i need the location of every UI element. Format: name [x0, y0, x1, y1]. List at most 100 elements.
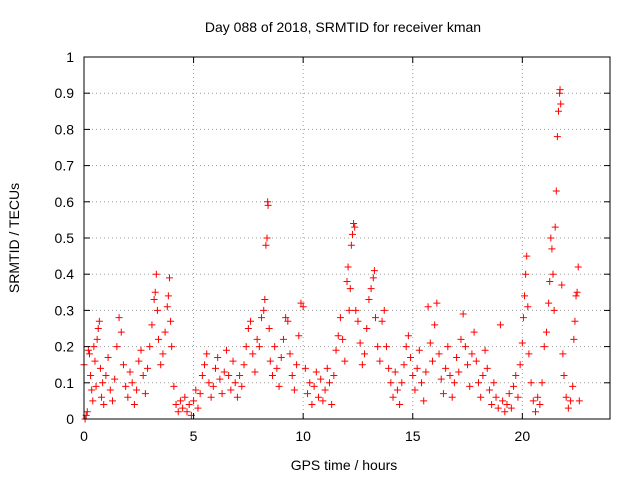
data-point — [98, 393, 106, 401]
data-point — [400, 361, 408, 369]
data-point — [518, 339, 526, 347]
data-point — [527, 379, 535, 387]
data-point — [148, 321, 156, 329]
data-point — [282, 314, 290, 322]
data-point — [84, 346, 92, 354]
data-point — [435, 350, 443, 358]
data-point — [524, 303, 532, 311]
data-point — [229, 357, 237, 365]
data-point — [361, 350, 369, 358]
data-point — [570, 335, 578, 343]
data-point — [133, 386, 141, 394]
data-point — [153, 306, 161, 314]
data-point — [264, 201, 272, 209]
data-point — [205, 379, 213, 387]
data-point — [263, 234, 271, 242]
data-point — [402, 343, 410, 351]
data-point — [185, 401, 193, 409]
data-point — [411, 386, 419, 394]
data-point — [242, 343, 250, 351]
data-point — [183, 408, 191, 416]
data-point — [556, 86, 564, 94]
data-point — [545, 299, 553, 307]
data-point — [428, 357, 436, 365]
data-point — [83, 408, 91, 416]
data-point — [347, 241, 355, 249]
data-point — [345, 306, 353, 314]
data-point — [374, 343, 382, 351]
data-point — [104, 353, 112, 361]
data-point — [457, 335, 465, 343]
data-point — [181, 393, 189, 401]
data-point — [227, 386, 235, 394]
data-point — [540, 343, 548, 351]
grid-lines — [84, 57, 610, 419]
data-point — [499, 397, 507, 405]
x-tick-label: 20 — [515, 428, 531, 444]
data-point — [258, 314, 266, 322]
data-point — [286, 350, 294, 358]
data-point — [407, 353, 415, 361]
data-point — [521, 292, 529, 300]
data-point — [265, 325, 273, 332]
data-point — [542, 328, 550, 336]
data-point — [404, 332, 412, 340]
data-point — [516, 361, 524, 369]
data-point — [422, 368, 430, 376]
data-point — [413, 364, 421, 372]
data-point — [94, 325, 102, 332]
data-point — [571, 317, 579, 325]
data-point — [170, 382, 178, 390]
y-tick-label: 0.4 — [55, 266, 75, 282]
data-point — [363, 325, 371, 332]
y-tick-label: 0.3 — [55, 302, 75, 318]
data-point — [192, 386, 200, 394]
data-point — [560, 372, 568, 380]
data-point — [201, 361, 209, 369]
data-point — [176, 397, 184, 405]
data-point — [334, 332, 342, 340]
data-points — [80, 86, 583, 423]
x-tick-label: 10 — [295, 428, 311, 444]
data-point — [266, 357, 274, 365]
data-point — [161, 328, 169, 336]
data-point — [306, 379, 314, 387]
data-point — [126, 368, 134, 376]
data-point — [312, 368, 320, 376]
data-point — [113, 343, 121, 351]
data-point — [317, 375, 325, 383]
data-point — [415, 346, 423, 354]
data-point — [505, 390, 513, 398]
data-point — [444, 343, 452, 351]
data-point — [523, 252, 531, 260]
data-point — [151, 288, 159, 296]
data-point — [492, 393, 500, 401]
data-point — [534, 393, 542, 401]
y-tick-label: 0.5 — [55, 230, 75, 246]
data-point — [91, 357, 99, 365]
data-point — [212, 364, 219, 372]
data-point — [203, 350, 211, 358]
data-point — [341, 357, 349, 365]
data-point — [459, 310, 467, 318]
data-point — [538, 379, 546, 387]
data-point — [418, 379, 426, 387]
data-point — [455, 368, 463, 376]
data-point — [461, 343, 469, 351]
data-point — [507, 404, 515, 412]
data-point — [503, 401, 511, 409]
data-point — [168, 343, 176, 351]
data-point — [546, 277, 554, 285]
data-point — [90, 343, 98, 351]
data-point — [501, 408, 509, 416]
data-point — [164, 292, 172, 300]
data-point — [348, 230, 356, 238]
data-point — [351, 223, 359, 231]
data-point — [236, 372, 244, 380]
x-axis-ticks: 0 5 10 15 20 — [80, 57, 530, 444]
data-point — [87, 372, 95, 380]
y-tick-label: 0 — [66, 411, 74, 427]
data-point — [92, 382, 100, 390]
data-point — [238, 382, 246, 390]
y-tick-label: 0.8 — [55, 121, 75, 137]
